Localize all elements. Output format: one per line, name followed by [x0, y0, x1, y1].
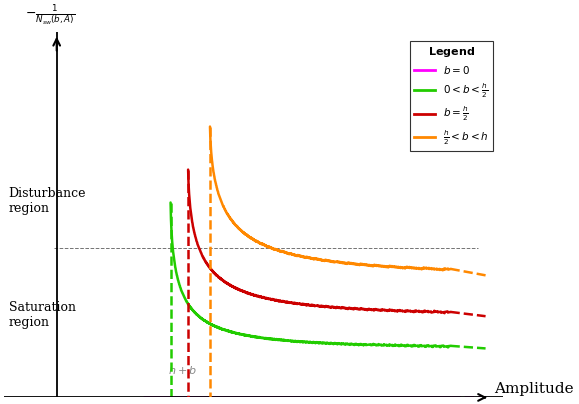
Legend: $b = 0$, $0 < b < \frac{h}{2}$, $b = \frac{h}{2}$, $\frac{h}{2} < b < h$: $b = 0$, $0 < b < \frac{h}{2}$, $b = \fr…	[409, 41, 493, 151]
Text: $h + b$: $h + b$	[168, 364, 197, 376]
Text: Saturation
region: Saturation region	[9, 301, 75, 330]
Text: $-\frac{1}{N_{sw}(b,A)}$: $-\frac{1}{N_{sw}(b,A)}$	[24, 4, 75, 27]
Text: Disturbance
region: Disturbance region	[9, 187, 86, 215]
Text: Amplitude: Amplitude	[494, 383, 574, 396]
